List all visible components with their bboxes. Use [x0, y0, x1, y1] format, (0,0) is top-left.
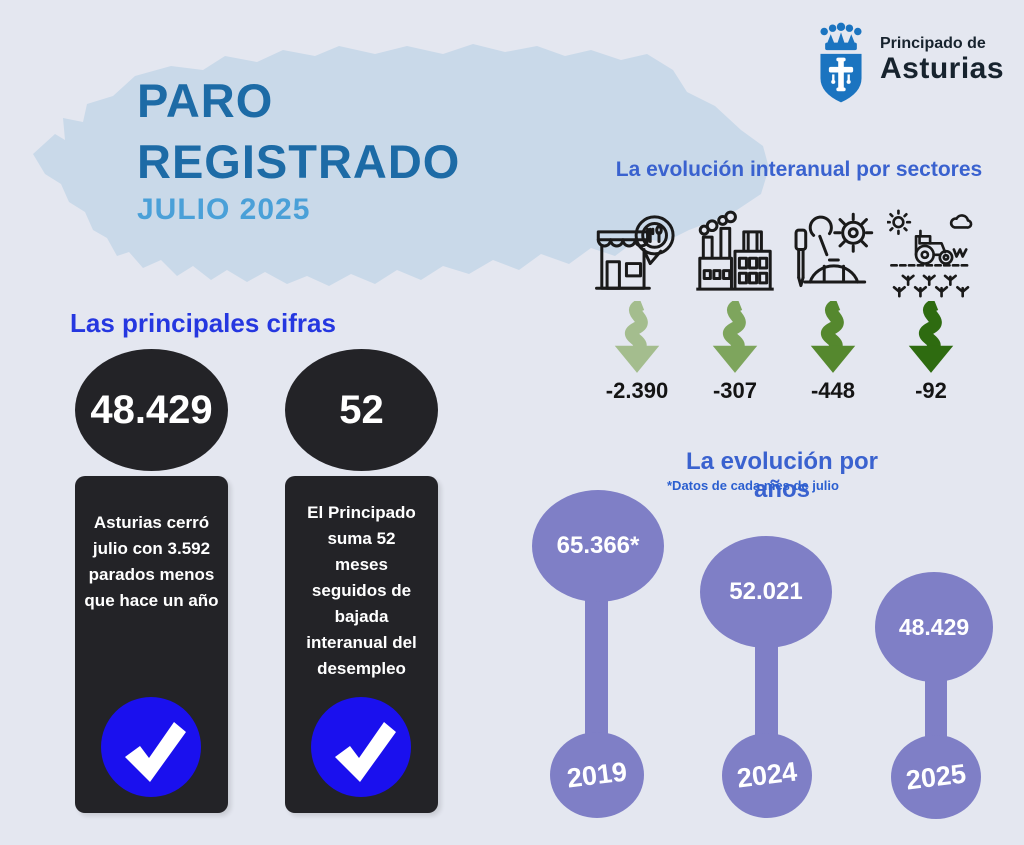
- page-title-line2: REGISTRADO: [137, 135, 461, 188]
- years-note: *Datos de cada mes de julio: [667, 478, 839, 493]
- down-arrow-icon: [712, 301, 758, 373]
- card-number-bubble: 48.429: [75, 349, 228, 471]
- down-arrow-icon: [908, 301, 954, 373]
- down-arrow-icon: [614, 301, 660, 373]
- year-bubble: 2019: [550, 732, 644, 818]
- sector-value: -92: [915, 378, 947, 403]
- sectors-row: -2.390: [588, 204, 980, 404]
- year-bubble: 2025: [891, 735, 981, 819]
- figures-heading: Las principales cifras: [70, 308, 336, 338]
- year-value: 52.021: [729, 578, 803, 605]
- lollipop-stem: [755, 640, 778, 745]
- sectors-heading: La evolución interanual por sectores: [615, 158, 983, 181]
- sector-item-construccion: -448: [784, 204, 882, 404]
- year-label: 2025: [904, 757, 968, 796]
- asturias-shield-icon: [820, 22, 862, 103]
- logo-text: Principado de Asturias: [880, 34, 1004, 84]
- year-label: 2019: [565, 755, 629, 794]
- lollipop-stem: [585, 595, 608, 745]
- figure-card: Asturias cerró julio con 3.592 parados m…: [75, 476, 228, 813]
- figure-card: El Principado suma 52 meses seguidos de …: [285, 476, 438, 813]
- card-number: 48.429: [90, 387, 213, 432]
- title-block: PARO REGISTRADO JULIO 2025: [137, 70, 460, 228]
- year-value-bubble: 65.366*: [532, 490, 664, 602]
- logo-name-line2: Asturias: [880, 52, 1005, 85]
- asturias-map-silhouette: [33, 44, 769, 286]
- year-value: 48.429: [898, 613, 970, 640]
- sector-value: -448: [810, 378, 856, 403]
- sector-item-servicios: -2.390: [588, 204, 686, 404]
- check-icon: [101, 697, 201, 797]
- sector-value: -2.390: [605, 378, 669, 403]
- sector-item-agricultura: -92: [882, 204, 980, 404]
- sector-value: -307: [712, 378, 758, 403]
- card-number: 52: [339, 387, 384, 432]
- factory-icon: [691, 204, 779, 298]
- page-title-line1: PARO: [137, 74, 274, 127]
- card-number-bubble: 52: [285, 349, 438, 471]
- year-value-bubble: 52.021: [700, 536, 832, 648]
- lollipop-stem: [925, 676, 947, 746]
- years-heading: La evolución por años: [685, 448, 879, 503]
- logo-name-line1: Principado de: [880, 35, 986, 52]
- check-icon: [311, 697, 411, 797]
- card-text: Asturias cerró julio con 3.592 parados m…: [84, 513, 219, 610]
- year-label: 2024: [735, 756, 799, 794]
- down-arrow-icon: [810, 301, 856, 373]
- agriculture-icon: [887, 204, 975, 298]
- asturias-logo: Principado de Asturias: [813, 20, 1004, 112]
- page-date: JULIO 2025: [137, 193, 311, 226]
- year-bubble: 2024: [722, 733, 812, 818]
- sector-item-industria: -307: [686, 204, 784, 404]
- construction-icon: [789, 204, 877, 298]
- card-text: El Principado suma 52 meses seguidos de …: [306, 503, 417, 678]
- restaurant-shop-icon: [593, 204, 681, 298]
- year-value-bubble: 48.429: [875, 572, 993, 682]
- year-value: 65.366*: [556, 532, 640, 559]
